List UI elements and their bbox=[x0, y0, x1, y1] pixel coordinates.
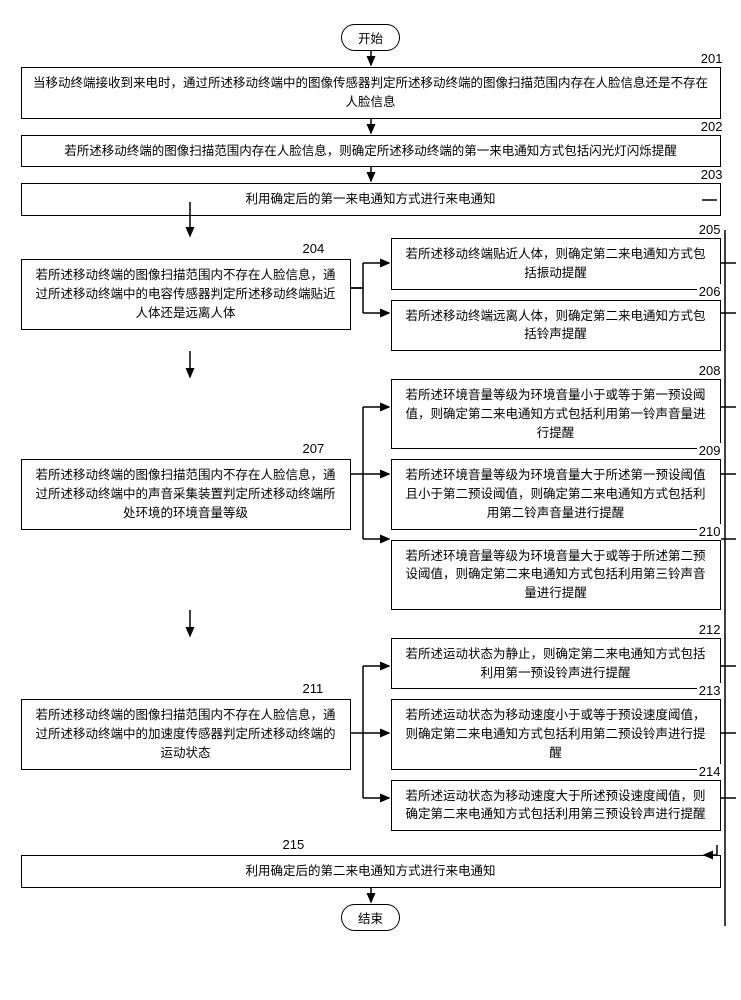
label-215: 215 bbox=[281, 837, 307, 852]
group-211: 211 若所述移动终端的图像扫描范围内不存在人脸信息，通过所述移动终端中的加速度… bbox=[21, 638, 721, 831]
label-213: 213 bbox=[697, 683, 723, 698]
group-207: 207 若所述移动终端的图像扫描范围内不存在人脸信息，通过所述移动终端中的声音采… bbox=[21, 379, 721, 610]
text-210: 若所述环境音量等级为环境音量大于或等于所述第二预设阈值，则确定第二来电通知方式包… bbox=[405, 549, 705, 601]
text-215: 利用确定后的第二来电通知方式进行来电通知 bbox=[245, 864, 495, 878]
box-207: 若所述移动终端的图像扫描范围内不存在人脸信息，通过所述移动终端中的声音采集装置判… bbox=[21, 459, 351, 529]
label-204: 204 bbox=[301, 241, 327, 256]
box-214: 若所述运动状态为移动速度大于所述预设速度阈值，则确定第二来电通知方式包括利用第三… bbox=[391, 780, 721, 832]
box-206: 若所述移动终端远离人体，则确定第二来电通知方式包括铃声提醒 bbox=[391, 300, 721, 352]
text-204: 若所述移动终端的图像扫描范围内不存在人脸信息，通过所述移动终端中的电容传感器判定… bbox=[35, 268, 335, 320]
text-212: 若所述运动状态为静止，则确定第二来电通知方式包括利用第一预设铃声进行提醒 bbox=[405, 647, 705, 680]
group-204: 204 若所述移动终端的图像扫描范围内不存在人脸信息，通过所述移动终端中的电容传… bbox=[21, 238, 721, 351]
label-203: 203 bbox=[699, 167, 725, 182]
end-label: 结束 bbox=[358, 912, 383, 926]
start-label: 开始 bbox=[358, 32, 383, 46]
box-202: 若所述移动终端的图像扫描范围内存在人脸信息，则确定所述移动终端的第一来电通知方式… bbox=[21, 135, 721, 168]
text-203: 利用确定后的第一来电通知方式进行来电通知 bbox=[245, 192, 495, 206]
label-214: 214 bbox=[697, 764, 723, 779]
text-214: 若所述运动状态为移动速度大于所述预设速度阈值，则确定第二来电通知方式包括利用第三… bbox=[405, 789, 705, 822]
label-208: 208 bbox=[697, 363, 723, 378]
text-202: 若所述移动终端的图像扫描范围内存在人脸信息，则确定所述移动终端的第一来电通知方式… bbox=[64, 144, 677, 158]
box-213: 若所述运动状态为移动速度小于或等于预设速度阈值，则确定第二来电通知方式包括利用第… bbox=[391, 699, 721, 769]
text-207: 若所述移动终端的图像扫描范围内不存在人脸信息，通过所述移动终端中的声音采集装置判… bbox=[35, 468, 335, 520]
box-205: 若所述移动终端贴近人体，则确定第二来电通知方式包括振动提醒 bbox=[391, 238, 721, 290]
label-206: 206 bbox=[697, 284, 723, 299]
text-208: 若所述环境音量等级为环境音量小于或等于第一预设阈值，则确定第二来电通知方式包括利… bbox=[405, 388, 705, 440]
label-207: 207 bbox=[301, 441, 327, 456]
box-215: 利用确定后的第二来电通知方式进行来电通知 bbox=[21, 855, 721, 888]
text-213: 若所述运动状态为移动速度小于或等于预设速度阈值，则确定第二来电通知方式包括利用第… bbox=[405, 708, 705, 760]
label-211: 211 bbox=[301, 681, 326, 696]
box-203: 利用确定后的第一来电通知方式进行来电通知 bbox=[21, 183, 721, 216]
label-209: 209 bbox=[697, 443, 723, 458]
text-201: 当移动终端接收到来电时，通过所述移动终端中的图像传感器判定所述移动终端的图像扫描… bbox=[33, 76, 708, 109]
label-210: 210 bbox=[697, 524, 723, 539]
end-terminator: 结束 bbox=[341, 904, 400, 931]
text-205: 若所述移动终端贴近人体，则确定第二来电通知方式包括振动提醒 bbox=[405, 247, 705, 280]
box-211: 若所述移动终端的图像扫描范围内不存在人脸信息，通过所述移动终端中的加速度传感器判… bbox=[21, 699, 351, 769]
label-212: 212 bbox=[697, 622, 723, 637]
text-209: 若所述环境音量等级为环境音量大于所述第一预设阈值且小于第二预设阈值，则确定第二来… bbox=[405, 468, 705, 520]
label-205: 205 bbox=[697, 222, 723, 237]
label-201: 201 bbox=[699, 51, 725, 66]
label-202: 202 bbox=[699, 119, 725, 134]
text-206: 若所述移动终端远离人体，则确定第二来电通知方式包括铃声提醒 bbox=[405, 309, 705, 342]
start-terminator: 开始 bbox=[341, 24, 400, 51]
box-210: 若所述环境音量等级为环境音量大于或等于所述第二预设阈值，则确定第二来电通知方式包… bbox=[391, 540, 721, 610]
text-211: 若所述移动终端的图像扫描范围内不存在人脸信息，通过所述移动终端中的加速度传感器判… bbox=[35, 708, 335, 760]
box-209: 若所述环境音量等级为环境音量大于所述第一预设阈值且小于第二预设阈值，则确定第二来… bbox=[391, 459, 721, 529]
box-212: 若所述运动状态为静止，则确定第二来电通知方式包括利用第一预设铃声进行提醒 bbox=[391, 638, 721, 690]
box-204: 若所述移动终端的图像扫描范围内不存在人脸信息，通过所述移动终端中的电容传感器判定… bbox=[21, 259, 351, 329]
box-201: 当移动终端接收到来电时，通过所述移动终端中的图像传感器判定所述移动终端的图像扫描… bbox=[21, 67, 721, 119]
box-208: 若所述环境音量等级为环境音量小于或等于第一预设阈值，则确定第二来电通知方式包括利… bbox=[391, 379, 721, 449]
